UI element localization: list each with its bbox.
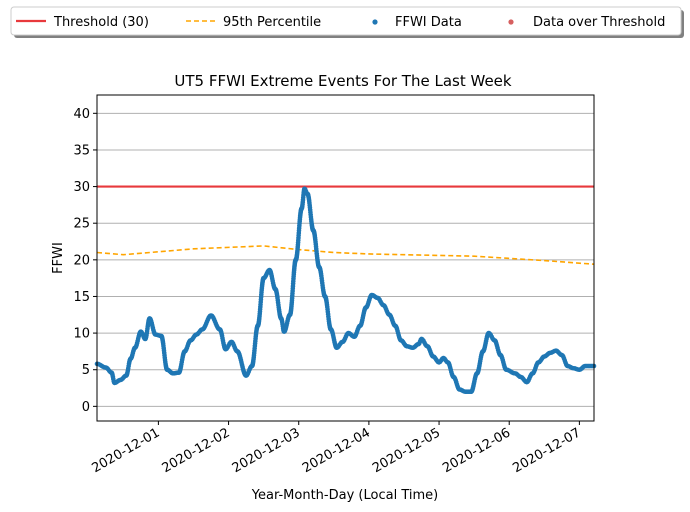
x-tick-label: 2020-12-01 <box>89 425 162 476</box>
x-axis: 2020-12-012020-12-022020-12-032020-12-04… <box>89 421 583 476</box>
plot-frame <box>96 94 595 422</box>
x-tick-label: 2020-12-05 <box>370 425 443 476</box>
legend: Threshold (30) 95th Percentile FFWI Data… <box>10 6 684 38</box>
legend-over-threshold-swatch <box>508 19 514 25</box>
y-axis: 0 5 10 15 20 25 30 35 40 <box>73 107 97 415</box>
legend-box <box>10 6 682 36</box>
y-tick-label: 20 <box>73 253 90 268</box>
y-tick-label: 40 <box>73 107 90 122</box>
y-tick-label: 5 <box>82 363 90 378</box>
x-tick-label: 2020-12-06 <box>440 425 513 476</box>
x-tick-label: 2020-12-04 <box>300 425 373 476</box>
legend-over-threshold-label: Data over Threshold <box>533 15 665 30</box>
ffwi-series <box>94 186 597 395</box>
grid <box>97 112 594 407</box>
y-tick-label: 10 <box>73 327 90 342</box>
y-axis-label: FFWI <box>51 242 66 274</box>
percentile-series <box>96 245 595 266</box>
y-tick-label: 35 <box>73 143 90 158</box>
percentile-line <box>96 245 595 266</box>
y-tick-label: 0 <box>82 400 90 415</box>
x-tick-label: 2020-12-03 <box>230 425 303 476</box>
legend-ffwi-swatch <box>372 19 378 25</box>
x-axis-label: Year-Month-Day (Local Time) <box>251 488 438 503</box>
x-tick-label: 2020-12-02 <box>160 425 233 476</box>
x-tick-label: 2020-12-07 <box>510 425 583 476</box>
chart-title: UT5 FFWI Extreme Events For The Last Wee… <box>174 72 511 90</box>
legend-threshold-label: Threshold (30) <box>53 15 149 30</box>
y-tick-label: 30 <box>73 180 90 195</box>
legend-ffwi-label: FFWI Data <box>395 15 462 30</box>
legend-percentile-label: 95th Percentile <box>223 15 321 30</box>
y-tick-label: 15 <box>73 290 90 305</box>
y-tick-label: 25 <box>73 217 90 232</box>
